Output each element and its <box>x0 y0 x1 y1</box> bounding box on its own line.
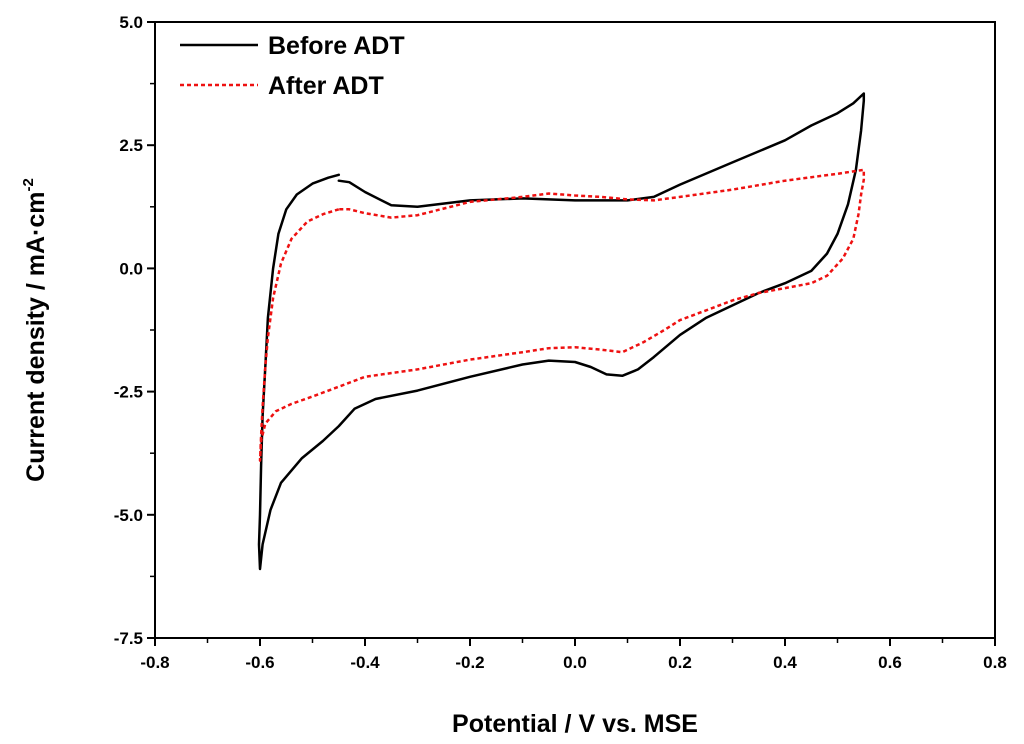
y-tick-label: -7.5 <box>114 629 143 648</box>
legend-label-after-adt: After ADT <box>268 72 384 100</box>
x-tick-label: -0.6 <box>245 653 274 672</box>
y-tick-label: 2.5 <box>119 136 143 155</box>
x-axis-title: Potential / V vs. MSE <box>452 710 698 738</box>
x-tick-label: -0.4 <box>350 653 380 672</box>
plot-frame <box>154 21 996 639</box>
series-line-before-adt <box>257 92 866 571</box>
x-tick-label: 0.8 <box>983 653 1007 672</box>
y-axis-title: Current density / mA·cm-2 <box>20 178 50 482</box>
x-tick-label: -0.2 <box>455 653 484 672</box>
y-axis-title-main: Current density / mA·cm <box>22 192 50 482</box>
x-tick-label: 0.6 <box>878 653 902 672</box>
y-tick-label: -5.0 <box>114 506 143 525</box>
series-line-after-adt <box>258 168 866 462</box>
ticks-layer <box>147 21 996 646</box>
y-tick-label: 5.0 <box>119 13 143 32</box>
y-tick-label: 0.0 <box>119 259 143 278</box>
x-tick-label: 0.2 <box>668 653 692 672</box>
y-tick-label: -2.5 <box>114 383 143 402</box>
series-layer <box>257 92 866 571</box>
legend: Before ADT After ADT <box>180 32 405 100</box>
y-tick-labels: -7.5 -5.0 -2.5 0.0 2.5 5.0 <box>114 13 143 648</box>
x-tick-label: -0.8 <box>140 653 169 672</box>
x-tick-labels: -0.8 -0.6 -0.4 -0.2 0.0 0.2 0.4 0.6 0.8 <box>140 653 1006 672</box>
y-axis-title-superscript: -2 <box>20 178 37 191</box>
legend-label-before-adt: Before ADT <box>268 32 405 60</box>
x-tick-label: 0.4 <box>773 653 797 672</box>
x-tick-label: 0.0 <box>563 653 587 672</box>
